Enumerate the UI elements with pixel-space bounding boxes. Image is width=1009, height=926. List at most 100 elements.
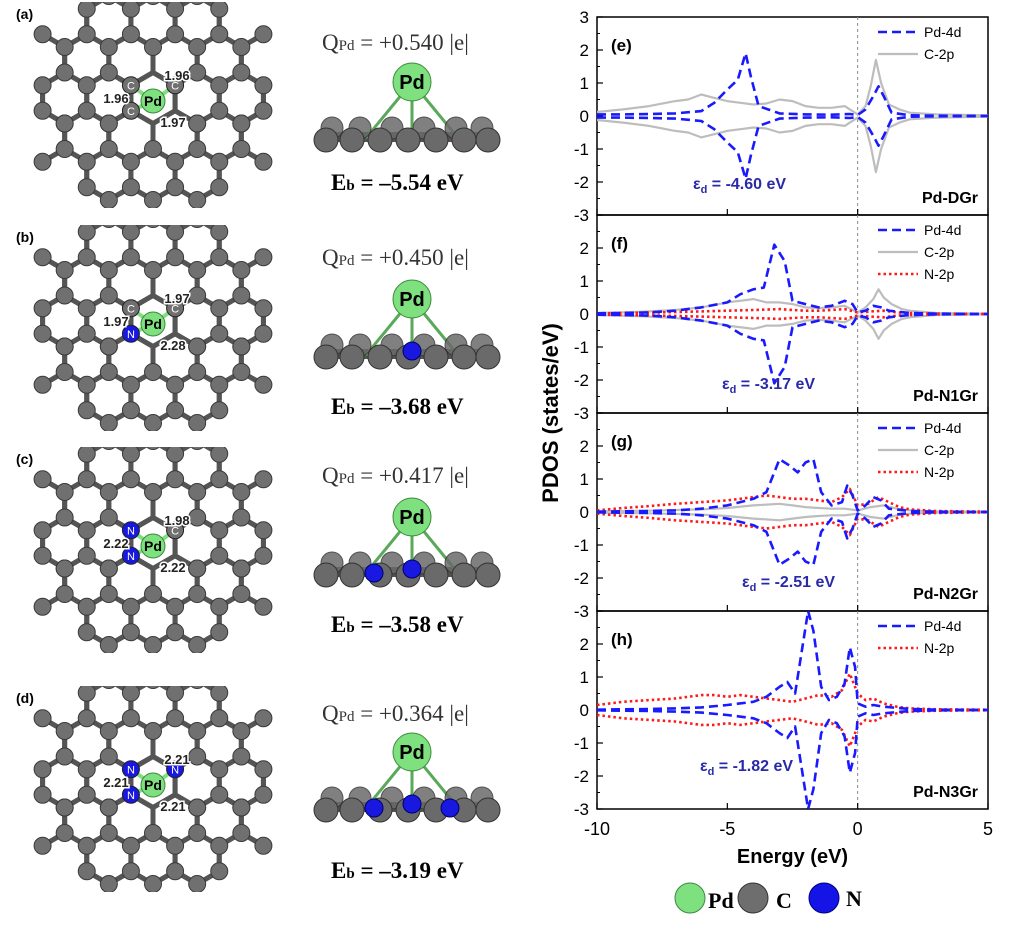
carbon-atom [55, 824, 74, 842]
carbon-atom [121, 623, 140, 642]
carbon-atom [210, 623, 229, 642]
y-tick-label: 2 [580, 437, 589, 456]
carbon-atom [55, 483, 74, 501]
pd-atom-label: Pd [144, 538, 162, 554]
charge-label-b: QPd = +0.450 |e| [322, 245, 469, 270]
carbon-atom [367, 127, 393, 153]
carbon-atom [232, 747, 251, 766]
carbon-atom [254, 760, 273, 779]
carbon-atom [188, 414, 207, 431]
bond-length-label: 2.22 [160, 560, 185, 575]
carbon-atom [188, 261, 207, 279]
carbon-atom [423, 127, 449, 153]
carbon-atom [121, 709, 140, 728]
carbon-atom [55, 585, 74, 603]
carbon-atom [166, 709, 185, 728]
carbon-atom [99, 140, 118, 158]
nitrogen-atom [121, 785, 140, 804]
carbon-atom [146, 686, 160, 689]
carbon-atom [232, 140, 251, 158]
bond-length-label: 2.21 [103, 775, 128, 790]
carbon-atom [99, 875, 118, 892]
y-axis-label: PDOS (states/eV) [538, 323, 563, 503]
carbon-atom [77, 299, 96, 318]
carbon-atom [166, 299, 185, 318]
carbon-atom [188, 483, 207, 501]
series-line-pd-4d-down [597, 708, 988, 809]
carbon-atom [254, 836, 273, 855]
carbon-atom [188, 508, 207, 527]
carbon-atom [190, 225, 204, 228]
carbon-atom [254, 597, 273, 616]
y-tick-label: 1 [580, 668, 589, 687]
palladium-atom [392, 732, 432, 772]
bond-length-label: 1.97 [160, 115, 185, 130]
carbon-atom [33, 470, 52, 489]
series-group [597, 52, 988, 180]
palladium-atom [140, 772, 166, 798]
carbon-atom [102, 2, 116, 5]
carbon-atom [99, 722, 118, 740]
carbon-atom [55, 140, 74, 158]
carbon-atom [77, 76, 96, 95]
carbon-atom [188, 63, 207, 82]
pd-atom-label: Pd [144, 93, 162, 109]
nitrogen-atom [121, 324, 140, 343]
carbon-atom [33, 76, 52, 95]
neighbor-element-label: N [127, 525, 135, 537]
x-tick-label: 0 [853, 819, 863, 839]
carbon-atom [210, 597, 229, 616]
carbon-atom [33, 25, 52, 44]
carbon-atom [188, 747, 207, 766]
nitrogen-atom [364, 798, 384, 818]
nitrogen-atom [402, 559, 422, 579]
panel-label-c: (c) [16, 451, 34, 467]
carbon-atom [254, 375, 273, 394]
carbon-atom [33, 248, 52, 267]
series-group [597, 243, 988, 385]
carbon-atom [188, 824, 207, 842]
carbon-atom [144, 483, 162, 501]
carbon-atom [166, 76, 185, 95]
carbon-atom [254, 248, 273, 267]
carbon-atom [188, 114, 207, 133]
bond-length-label: 2.21 [164, 752, 189, 767]
charge-label-c: QPd = +0.417 |e| [322, 463, 469, 488]
carbon-atom [144, 414, 162, 431]
carbon-atom [210, 375, 229, 394]
carbon-atom [166, 686, 185, 702]
pdos-panel-f: -3 -2 -1 0 1 2 (f) Pd-N1Gr εd = -3.17 eV Pd-4d C-2… [574, 214, 989, 423]
carbon-atom [232, 585, 251, 603]
carbon-atom [166, 2, 185, 18]
carbon-atom [166, 862, 185, 881]
carbon-atom [232, 824, 251, 842]
legend-pd-label: Pd [708, 888, 734, 913]
series-line-n-2p-down [597, 511, 988, 537]
x-axis-label: Energy (eV) [737, 846, 848, 868]
carbon-atom [166, 375, 185, 394]
carbon-atom [33, 546, 52, 565]
carbon-atom [33, 597, 52, 616]
carbon-atom [77, 2, 96, 18]
side-view-b: Pd [313, 279, 501, 370]
y-tick-label: 1 [580, 74, 589, 93]
binding-energy-b: Eb = –3.68 eV [331, 394, 464, 419]
carbon-atom [77, 836, 96, 855]
carbon-atom [254, 546, 273, 565]
neighbor-element-label: N [127, 790, 135, 802]
side-view-atoms: Pd [313, 62, 501, 153]
y-tick-label: 1 [580, 470, 589, 489]
carbon-atom [55, 559, 74, 578]
y-tick-label: -1 [574, 536, 589, 555]
bond-length-label: 1.96 [164, 68, 189, 83]
carbon-atom [475, 127, 501, 153]
carbon-atom [77, 25, 96, 44]
d-band-center-label: εd = -3.17 eV [722, 376, 815, 396]
pd-atom-legend-icon [674, 882, 706, 914]
y-tick-label: 0 [580, 107, 589, 126]
carbon-atom [232, 363, 251, 381]
series-line-c-2p-up [597, 58, 988, 117]
